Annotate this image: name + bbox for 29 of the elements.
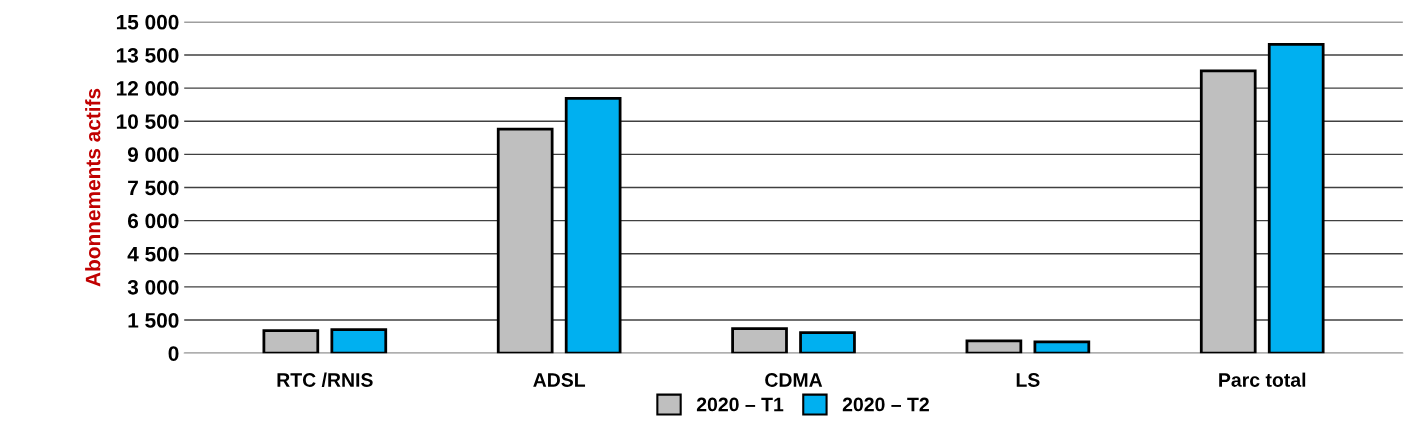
x-tick-label: ADSL bbox=[533, 373, 586, 387]
y-tick-label: 1 500 bbox=[128, 313, 179, 328]
y-tick-label: 4 500 bbox=[127, 246, 179, 262]
x-tick-label: LS bbox=[1016, 373, 1040, 387]
y-axis-title: Abonnements actifs bbox=[85, 88, 101, 287]
bar bbox=[1267, 42, 1325, 354]
bar bbox=[799, 331, 856, 354]
bar bbox=[564, 97, 622, 354]
y-tick-label: 6 000 bbox=[127, 213, 179, 229]
x-tick-label: RTC /RNIS bbox=[277, 372, 373, 388]
bar bbox=[262, 329, 320, 354]
y-tick-label: 12 000 bbox=[116, 81, 179, 96]
bar bbox=[1033, 340, 1091, 354]
y-tick-label: 10 500 bbox=[116, 114, 179, 129]
y-tick-label: 15 000 bbox=[116, 14, 179, 30]
y-tick-label: 3 000 bbox=[127, 279, 179, 295]
x-tick-label: CDMA bbox=[765, 373, 823, 387]
x-tick-label: Parc total bbox=[1219, 372, 1306, 387]
y-tick-label: 7 500 bbox=[128, 180, 179, 196]
legend-label: 2020 – T1 bbox=[696, 397, 784, 412]
legend-label: 2020 – T2 bbox=[842, 397, 929, 412]
y-tick-label: 9 000 bbox=[127, 147, 179, 163]
bar bbox=[496, 127, 554, 354]
bar bbox=[1199, 69, 1257, 354]
bar bbox=[965, 339, 1023, 354]
y-tick-label: 13 500 bbox=[116, 47, 179, 63]
y-tick-label: 0 bbox=[168, 346, 179, 361]
bar bbox=[731, 327, 788, 354]
bar bbox=[330, 328, 388, 354]
